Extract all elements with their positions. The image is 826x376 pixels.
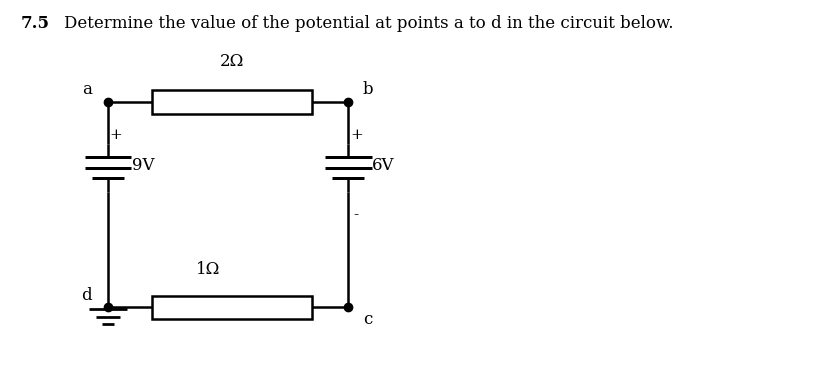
Text: 9V: 9V <box>132 158 154 174</box>
Text: 2Ω: 2Ω <box>220 53 244 70</box>
Text: -: - <box>354 208 358 222</box>
Text: a: a <box>83 81 93 98</box>
Text: c: c <box>363 311 372 328</box>
Bar <box>152 89 312 114</box>
Bar <box>152 296 312 320</box>
Text: Determine the value of the potential at points a to d in the circuit below.: Determine the value of the potential at … <box>64 15 674 32</box>
Text: 1Ω: 1Ω <box>196 261 221 278</box>
Text: 6V: 6V <box>373 158 395 174</box>
Text: +: + <box>350 128 363 142</box>
Text: +: + <box>110 128 122 142</box>
Text: 7.5: 7.5 <box>20 15 50 32</box>
Text: d: d <box>82 287 93 304</box>
Text: b: b <box>363 81 373 98</box>
